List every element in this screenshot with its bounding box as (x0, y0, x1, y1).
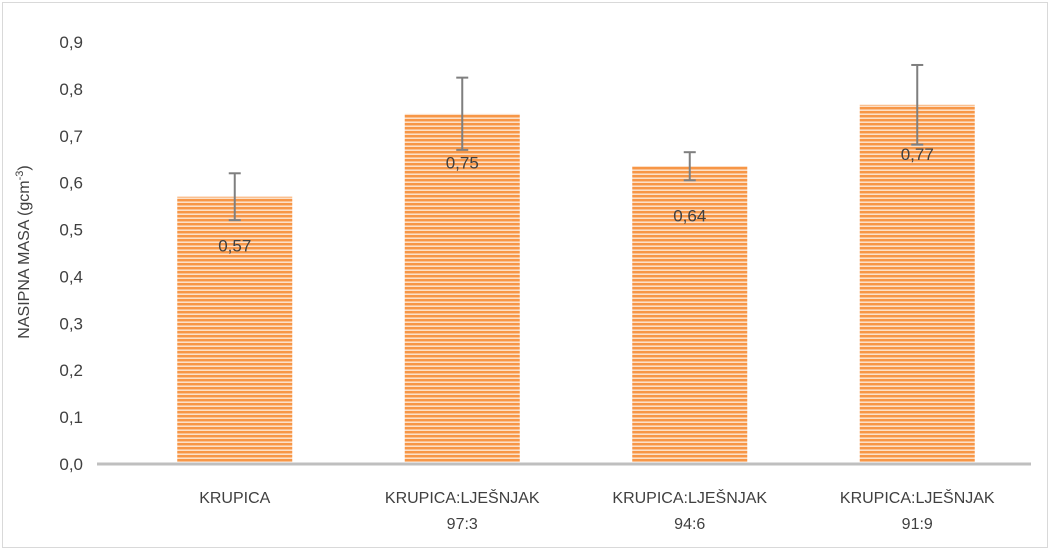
category-label: KRUPICA:LJEŠNJAK (612, 488, 767, 507)
bar (632, 166, 748, 464)
data-label: 0,77 (901, 145, 934, 164)
bars-layer (177, 104, 975, 465)
y-tick-label: 0,5 (59, 221, 83, 240)
y-tick-label: 0,4 (59, 267, 83, 286)
bar (859, 104, 975, 464)
category-label: 97:3 (447, 516, 478, 533)
bar (404, 113, 520, 465)
bar-chart: 0,00,10,20,30,40,50,60,70,80,9 KRUPICA KR… (14, 33, 1031, 533)
y-tick-label: 0,7 (59, 127, 83, 146)
data-label: 0,64 (673, 206, 706, 225)
error-bars-layer (228, 63, 924, 222)
category-label: KRUPICA:LJEŠNJAK (385, 488, 540, 507)
category-label: 91:9 (902, 516, 933, 533)
category-label: KRUPICA (199, 490, 270, 507)
y-tick-label: 0,3 (59, 314, 83, 333)
data-labels: 0,57 0,75 0,64 0,77 (218, 145, 934, 256)
category-label: 94:6 (674, 516, 705, 533)
y-tick-label: 0,1 (59, 408, 83, 427)
y-tick-label: 0,8 (59, 80, 83, 99)
y-tick-label: 0,9 (59, 33, 83, 52)
y-tick-label: 0,0 (59, 455, 83, 474)
bar (177, 196, 293, 464)
category-label: KRUPICA:LJEŠNJAK (840, 488, 995, 507)
category-labels: KRUPICA KRUPICA:LJEŠNJAK 97:3 KRUPICA:LJEŠN… (199, 488, 995, 533)
y-axis-title: NASIPNA MASA (gcm-3) (14, 165, 33, 338)
data-label: 0,57 (218, 237, 251, 256)
y-tick-label: 0,2 (59, 361, 83, 380)
y-tick-labels: 0,0 0,1 0,2 0,3 0,4 0,5 0,6 0,7 0,8 0,9 (59, 33, 83, 474)
data-label: 0,75 (446, 154, 479, 173)
y-tick-label: 0,6 (59, 174, 83, 193)
